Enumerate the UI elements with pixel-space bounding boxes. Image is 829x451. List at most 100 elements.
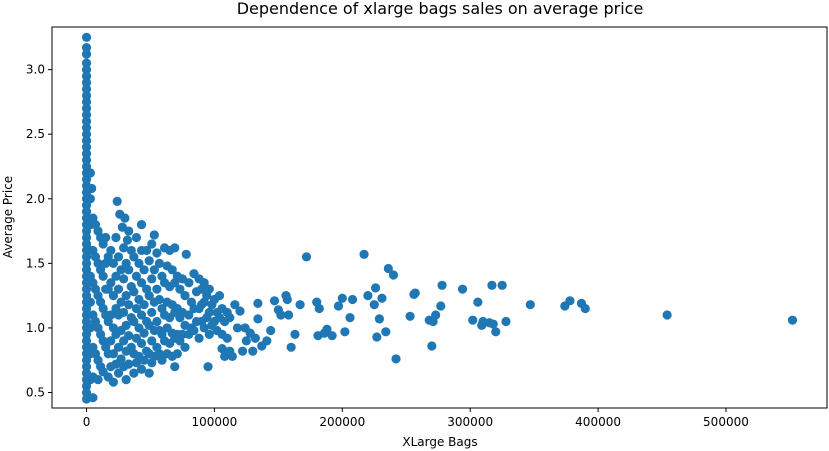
data-point <box>136 364 147 374</box>
data-point <box>222 333 232 343</box>
data-point <box>250 333 260 343</box>
data-point <box>204 284 214 294</box>
data-point <box>175 284 185 294</box>
data-point <box>184 310 194 320</box>
data-point <box>282 294 292 305</box>
data-point <box>497 280 507 290</box>
data-point <box>152 248 162 258</box>
data-point <box>204 329 214 339</box>
data-point <box>136 338 147 349</box>
data-point <box>144 368 154 378</box>
data-point <box>81 207 92 217</box>
data-point <box>144 256 154 266</box>
data-point <box>81 77 92 88</box>
data-point <box>431 310 441 320</box>
data-point <box>121 291 131 301</box>
data-point <box>347 294 358 305</box>
data-point <box>147 336 157 346</box>
data-point <box>81 142 92 152</box>
data-point <box>322 324 332 334</box>
data-point <box>129 252 139 262</box>
data-point <box>333 301 344 311</box>
data-point <box>468 315 478 325</box>
x-axis-ticks: 0 100000 200000 300000 400000 500000 <box>83 408 749 429</box>
data-point <box>436 301 446 311</box>
data-point <box>147 274 157 284</box>
data-point <box>113 368 124 378</box>
data-point <box>370 283 381 293</box>
data-point <box>136 220 147 230</box>
data-point <box>121 374 131 385</box>
data-point <box>787 315 798 325</box>
data-point <box>81 136 92 146</box>
data-point <box>199 278 209 288</box>
data-point <box>93 374 103 385</box>
data-point <box>501 316 511 327</box>
data-point <box>81 71 92 81</box>
x-tick-label: 0 <box>83 415 91 429</box>
data-point <box>147 239 157 249</box>
data-point <box>405 311 415 321</box>
data-point <box>662 310 672 320</box>
data-point <box>266 325 276 336</box>
data-point <box>565 296 575 306</box>
data-point <box>381 327 391 337</box>
data-point <box>81 336 92 346</box>
data-point <box>81 123 92 133</box>
chart-title: Dependence of xlarge bags sales on avera… <box>237 0 644 18</box>
data-point <box>120 213 130 223</box>
data-point <box>108 258 118 268</box>
data-point <box>170 243 180 253</box>
data-point <box>177 329 188 339</box>
y-tick-label: 2.0 <box>26 192 45 206</box>
data-point <box>314 303 324 314</box>
data-point <box>106 310 116 320</box>
data-point <box>139 300 149 310</box>
data-point <box>81 362 92 372</box>
data-point <box>85 194 95 204</box>
data-point <box>139 265 149 275</box>
data-point <box>149 265 159 275</box>
data-point <box>119 274 129 284</box>
data-point <box>87 183 97 194</box>
data-point <box>473 297 483 307</box>
data-point <box>180 342 190 352</box>
data-point <box>487 280 497 290</box>
data-point <box>81 43 92 53</box>
data-point <box>81 84 92 94</box>
data-point <box>81 387 92 398</box>
data-point <box>457 284 468 294</box>
data-point <box>129 368 139 378</box>
data-point <box>327 331 337 341</box>
data-point <box>237 346 248 356</box>
data-point <box>81 310 92 320</box>
data-point <box>81 32 92 42</box>
data-point <box>248 346 258 356</box>
data-point <box>580 303 590 314</box>
data-point <box>81 90 92 101</box>
data-point <box>241 336 251 346</box>
data-point <box>119 243 129 253</box>
data-point <box>88 393 98 403</box>
data-point <box>253 298 263 308</box>
data-point <box>119 307 129 318</box>
data-point <box>81 58 92 68</box>
data-point <box>81 65 92 75</box>
data-point <box>116 354 126 364</box>
data-point <box>106 245 116 256</box>
data-point <box>113 342 124 352</box>
data-point <box>204 307 214 318</box>
data-point <box>108 349 118 359</box>
data-point <box>139 328 149 338</box>
data-point <box>81 284 92 294</box>
x-tick-label: 400000 <box>575 415 621 429</box>
data-point <box>116 265 126 275</box>
data-point <box>214 291 225 301</box>
data-point <box>85 323 95 333</box>
y-axis-ticks: 0.5 1.0 1.5 2.0 2.5 3.0 <box>26 63 52 400</box>
x-tick-label: 500000 <box>703 415 749 429</box>
data-point <box>189 325 199 336</box>
y-tick-label: 0.5 <box>26 386 45 400</box>
data-point <box>81 129 92 139</box>
